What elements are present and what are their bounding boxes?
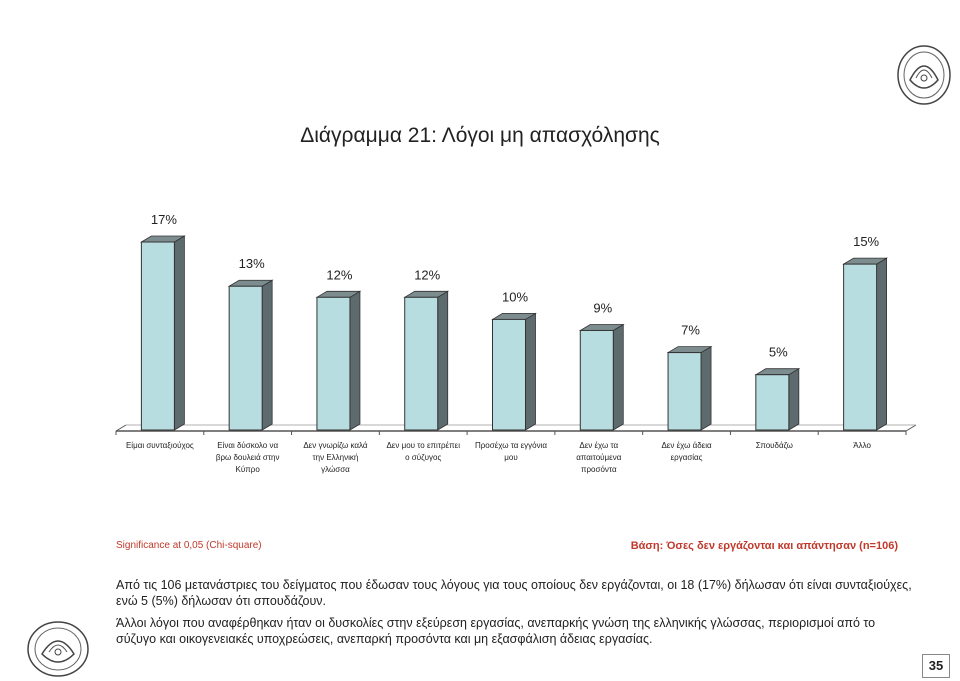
bar-side [437,290,449,431]
data-label: 10% [502,289,528,304]
bar-side [349,290,361,431]
bar [667,352,702,431]
bar [492,318,526,431]
page-number: 35 [922,654,950,678]
x-tick-label: Δεν έχω τα [579,441,618,450]
bar-side [700,345,712,431]
x-tick-label: προσόντα [581,465,617,474]
x-tick-label: Δεν μου το επιτρέπει [386,441,460,450]
seal-logo-icon [27,621,89,677]
data-label: 12% [326,267,352,282]
x-tick-label: μου [504,453,517,462]
bar-side [876,257,888,431]
data-label: 15% [853,234,879,249]
data-label: 5% [769,345,788,360]
x-tick-label: απαιτούμενα [576,453,621,462]
data-label: 9% [593,300,612,315]
x-tick-label: γλώσσα [321,465,350,474]
paragraph-2: Άλλοι λόγοι που αναφέρθηκαν ήταν οι δυσκ… [116,616,876,646]
x-tick-label: Προσέχω τα εγγόνια [475,441,547,450]
bar [140,241,175,431]
x-tick-label: εργασίας [671,453,703,462]
data-label: 17% [151,212,177,227]
x-tick-label: Είναι δύσκολο να [217,441,278,450]
bar-side [173,235,185,431]
x-tick-label: Σπουδάζω [756,441,793,450]
data-label: 7% [681,323,700,338]
x-tick-label: Δεν έχω άδεια [661,441,712,450]
data-label: 12% [414,267,440,282]
bar-chart: 17% Είμαι συνταξιούχος 13% Είναι δύσκολο να… [115,212,917,474]
x-tick-label: Δεν γνωρίζω καλά [303,441,368,450]
significance-note: Significance at 0,05 (Chi-square) [116,540,262,551]
bar-side [261,279,273,431]
bar [755,374,790,431]
x-tick-label: την Ελληνική [313,453,359,462]
bar [404,296,439,431]
x-axis-depth-right [905,424,917,432]
seal-logo-icon [897,45,951,105]
chart-title: Διάγραμμα 21: Λόγοι μη απασχόλησης [300,124,660,147]
x-axis-depth-left [115,424,127,432]
x-tick-label: βρω δουλειά στην [216,453,280,462]
data-label: 13% [239,256,265,271]
bar [316,296,351,431]
x-tick-label: Άλλο [853,441,871,450]
bar-side [788,367,800,431]
paragraph-1: Από τις 106 μετανάστριες του δείγματος π… [116,578,912,608]
bar-side [525,312,536,431]
x-tick-label: Είμαι συνταξιούχος [126,441,194,450]
bar-side [612,323,624,431]
base-note: Βάση: Όσες δεν εργάζονται και απάντησαν … [630,540,898,552]
bar [843,263,878,431]
bar [579,329,614,431]
bar [228,285,263,431]
x-tick-label: ο σύζυγος [405,453,441,462]
x-tick-label: Κύπρο [236,465,261,474]
